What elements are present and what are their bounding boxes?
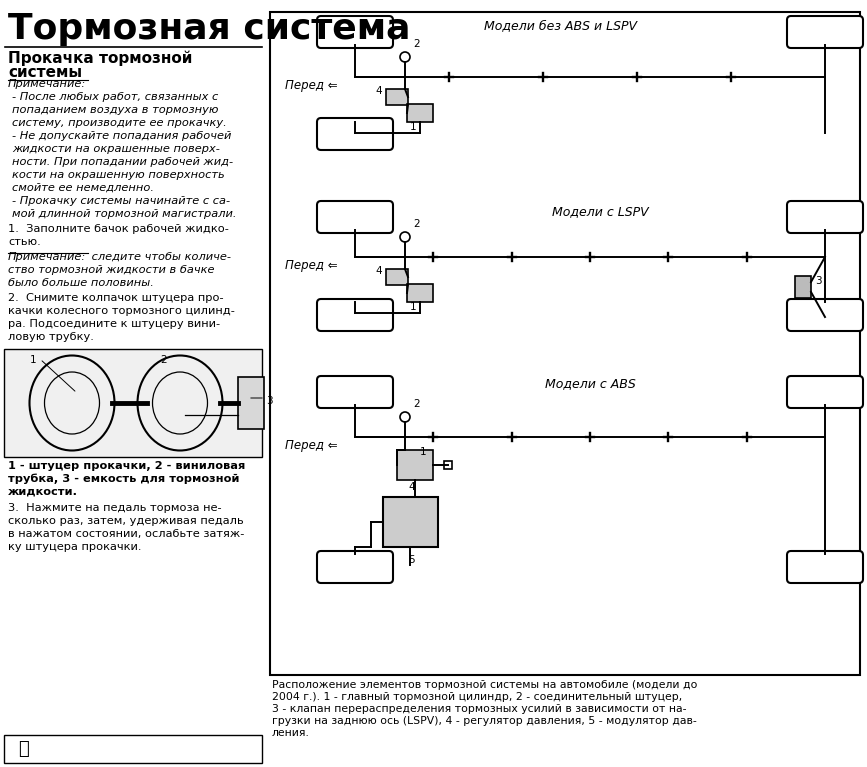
- FancyBboxPatch shape: [787, 551, 863, 583]
- Text: трубка, 3 - емкость для тормозной: трубка, 3 - емкость для тормозной: [8, 474, 239, 485]
- Bar: [4, 735, 262, 763]
- Text: 2.  Снимите колпачок штуцера про-: 2. Снимите колпачок штуцера про-: [8, 293, 224, 303]
- Bar: [407, 104, 433, 122]
- Text: Ⓒ: Ⓒ: [18, 740, 29, 758]
- FancyBboxPatch shape: [317, 551, 393, 583]
- Text: - После любых работ, связанных с: - После любых работ, связанных с: [12, 92, 218, 102]
- FancyBboxPatch shape: [787, 201, 863, 233]
- Text: 2: 2: [413, 399, 420, 409]
- Text: качки колесного тормозного цилинд-: качки колесного тормозного цилинд-: [8, 306, 235, 316]
- Bar: [270, 12, 860, 675]
- Text: мой длинной тормозной магистрали.: мой длинной тормозной магистрали.: [12, 209, 237, 219]
- Text: кости на окрашенную поверхность: кости на окрашенную поверхность: [12, 170, 225, 180]
- Circle shape: [400, 232, 410, 242]
- Text: Расположение элементов тормозной системы на автомобиле (модели до: Расположение элементов тормозной системы…: [272, 680, 697, 690]
- Text: попаданием воздуха в тормозную: попаданием воздуха в тормозную: [12, 105, 218, 115]
- Text: 4: 4: [375, 86, 381, 96]
- FancyBboxPatch shape: [317, 376, 393, 408]
- Text: жидкости.: жидкости.: [8, 487, 78, 497]
- Text: 1: 1: [420, 447, 427, 457]
- Text: 2: 2: [413, 219, 420, 229]
- Text: ство тормозной жидкости в бачке: ство тормозной жидкости в бачке: [8, 265, 214, 275]
- Bar: [407, 284, 433, 302]
- Text: - Прокачку системы начинайте с са-: - Прокачку системы начинайте с са-: [12, 196, 230, 206]
- Text: 3.  Нажмите на педаль тормоза не-: 3. Нажмите на педаль тормоза не-: [8, 503, 222, 513]
- Text: 2: 2: [413, 39, 420, 49]
- Text: Модели с ABS: Модели с ABS: [544, 377, 636, 390]
- Text: Модели с LSPV: Модели с LSPV: [551, 205, 649, 218]
- Text: Примечание:: Примечание:: [8, 79, 86, 89]
- Text: смойте ее немедленно.: смойте ее немедленно.: [12, 183, 154, 193]
- Text: Перед ⇐: Перед ⇐: [285, 78, 337, 91]
- Bar: [382, 497, 438, 547]
- Text: 5: 5: [408, 555, 414, 565]
- Text: 1: 1: [410, 122, 417, 132]
- Bar: [795, 276, 811, 298]
- Text: 2: 2: [160, 355, 166, 365]
- Text: 1.  Заполните бачок рабочей жидко-: 1. Заполните бачок рабочей жидко-: [8, 224, 229, 234]
- Text: системы: системы: [8, 65, 82, 80]
- Text: ловую трубку.: ловую трубку.: [8, 332, 94, 342]
- Text: Модели без ABS и LSPV: Модели без ABS и LSPV: [484, 19, 636, 32]
- Text: 4: 4: [408, 482, 414, 492]
- Text: ления.: ления.: [272, 728, 310, 738]
- Text: 4: 4: [375, 266, 381, 276]
- Text: - Не допускайте попадания рабочей: - Не допускайте попадания рабочей: [12, 131, 231, 141]
- Text: было больше половины.: было больше половины.: [8, 278, 153, 288]
- Text: в нажатом состоянии, ослабьте затяж-: в нажатом состоянии, ослабьте затяж-: [8, 529, 244, 539]
- FancyBboxPatch shape: [317, 118, 393, 150]
- Text: Перед ⇐: Перед ⇐: [285, 439, 337, 452]
- Text: 3: 3: [266, 396, 272, 406]
- Text: 2004 г.). 1 - главный тормозной цилиндр, 2 - соединительный штуцер,: 2004 г.). 1 - главный тормозной цилиндр,…: [272, 692, 682, 702]
- Text: 1: 1: [410, 302, 417, 312]
- FancyBboxPatch shape: [317, 299, 393, 331]
- Text: Прокачка тормозной: Прокачка тормозной: [8, 51, 192, 67]
- Bar: [386, 89, 408, 105]
- Bar: [444, 461, 452, 469]
- Text: жидкости на окрашенные поверх-: жидкости на окрашенные поверх-: [12, 144, 220, 154]
- Bar: [238, 377, 264, 429]
- Circle shape: [400, 412, 410, 422]
- Text: стью.: стью.: [8, 237, 41, 247]
- FancyBboxPatch shape: [787, 16, 863, 48]
- Text: 3 - клапан перераспределения тормозных усилий в зависимости от на-: 3 - клапан перераспределения тормозных у…: [272, 704, 687, 714]
- Bar: [4, 349, 262, 457]
- FancyBboxPatch shape: [317, 201, 393, 233]
- Circle shape: [400, 52, 410, 62]
- Text: сколько раз, затем, удерживая педаль: сколько раз, затем, удерживая педаль: [8, 516, 244, 526]
- Text: следите чтобы количе-: следите чтобы количе-: [88, 252, 231, 262]
- FancyBboxPatch shape: [787, 376, 863, 408]
- Text: 1 - штуцер прокачки, 2 - виниловая: 1 - штуцер прокачки, 2 - виниловая: [8, 461, 245, 471]
- Bar: [397, 450, 433, 480]
- Text: Тормозная система: Тормозная система: [8, 12, 410, 46]
- Text: Примечание:: Примечание:: [8, 252, 86, 262]
- Text: 3: 3: [815, 276, 822, 286]
- Text: ра. Подсоедините к штуцеру вини-: ра. Подсоедините к штуцеру вини-: [8, 319, 220, 329]
- Text: грузки на заднюю ось (LSPV), 4 - регулятор давления, 5 - модулятор дав-: грузки на заднюю ось (LSPV), 4 - регулят…: [272, 716, 697, 726]
- Bar: [386, 269, 408, 285]
- Text: Перед ⇐: Перед ⇐: [285, 258, 337, 272]
- Text: систему, производите ее прокачку.: систему, производите ее прокачку.: [12, 118, 227, 128]
- FancyBboxPatch shape: [787, 299, 863, 331]
- Text: ности. При попадании рабочей жид-: ности. При попадании рабочей жид-: [12, 157, 233, 167]
- Text: 1: 1: [30, 355, 36, 365]
- FancyBboxPatch shape: [317, 16, 393, 48]
- Text: ку штуцера прокачки.: ку штуцера прокачки.: [8, 542, 141, 552]
